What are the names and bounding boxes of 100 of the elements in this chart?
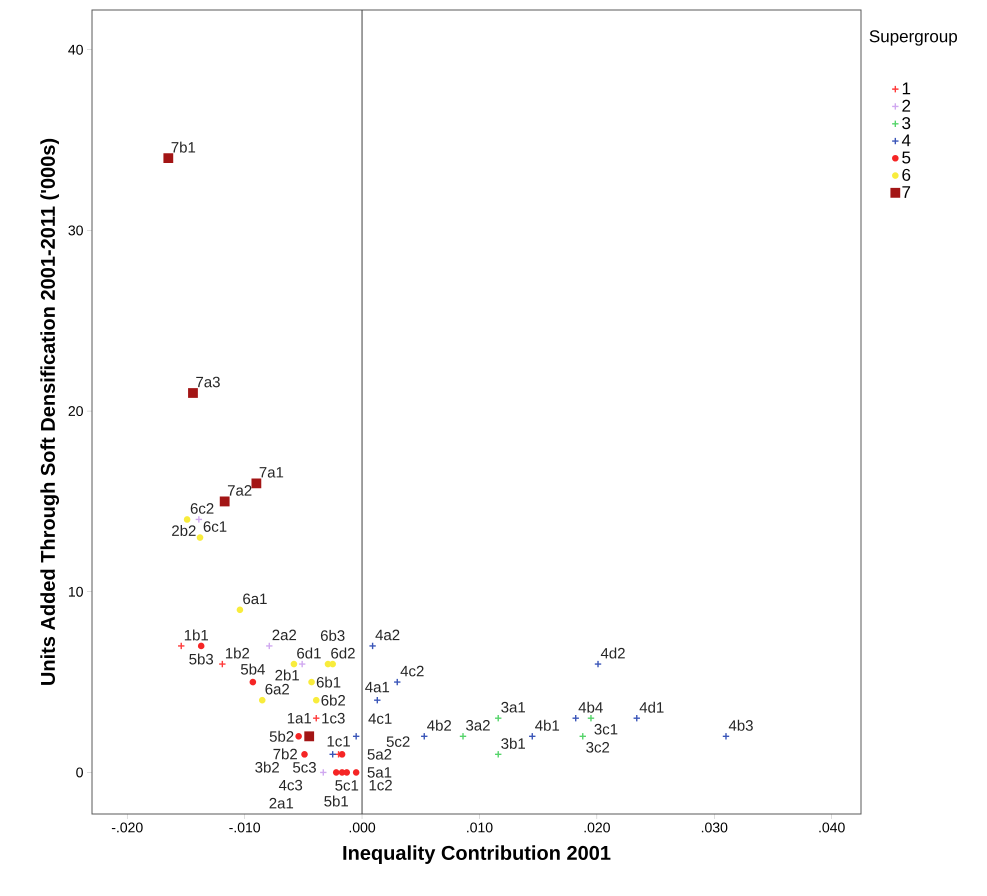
point bbox=[328, 750, 337, 758]
annotation: 7b1 bbox=[172, 142, 196, 153]
point bbox=[220, 496, 230, 506]
annotation: 6b2 bbox=[322, 694, 346, 706]
point bbox=[343, 769, 350, 776]
point bbox=[352, 732, 360, 740]
point bbox=[184, 516, 190, 523]
annotation: 4b1 bbox=[535, 720, 560, 731]
annotation: 5a1 bbox=[368, 767, 392, 778]
point bbox=[319, 768, 328, 776]
point bbox=[258, 696, 266, 704]
point bbox=[295, 732, 302, 740]
annotation: 3c2 bbox=[586, 742, 610, 753]
annotation: 6d2 bbox=[331, 648, 355, 659]
point bbox=[290, 660, 298, 668]
annotation: 4a2 bbox=[375, 630, 400, 640]
point bbox=[494, 714, 502, 722]
legend-label: 3 bbox=[902, 117, 910, 130]
point bbox=[578, 732, 587, 740]
point bbox=[373, 696, 382, 704]
legend-label: 5 bbox=[902, 152, 910, 164]
point bbox=[251, 478, 262, 488]
x-tick-label: .020 bbox=[584, 822, 610, 832]
point bbox=[587, 714, 595, 722]
point bbox=[594, 660, 602, 668]
x-tick-label: .040 bbox=[819, 822, 845, 832]
annotation: 1c1 bbox=[328, 736, 350, 747]
annotation: 6c1 bbox=[204, 521, 226, 532]
legend-label: 4 bbox=[902, 134, 910, 146]
y-tick-label: 30 bbox=[68, 225, 83, 236]
point bbox=[194, 516, 203, 524]
annotation: 3b2 bbox=[255, 762, 279, 773]
annotation: 6a2 bbox=[266, 684, 289, 694]
legend-title: Supergroup bbox=[870, 30, 957, 46]
annotation: 4b3 bbox=[728, 720, 753, 731]
annotation: 5b4 bbox=[240, 664, 265, 675]
point bbox=[420, 732, 428, 740]
legend-label: 1 bbox=[902, 82, 910, 94]
point bbox=[218, 660, 226, 668]
annotation: 3a1 bbox=[501, 702, 525, 713]
annotation: 6c2 bbox=[190, 503, 214, 514]
annotation: 3a2 bbox=[466, 720, 490, 731]
x-tick-label: -.010 bbox=[229, 822, 260, 832]
annotation: 5b2 bbox=[270, 730, 294, 742]
annotation: 2a1 bbox=[270, 798, 294, 809]
annotation: 6b3 bbox=[320, 630, 345, 641]
y-tick-label: 20 bbox=[68, 406, 83, 416]
annotation: 1a1 bbox=[288, 712, 312, 724]
annotation: 4b4 bbox=[578, 702, 603, 713]
annotation: 7a3 bbox=[196, 376, 220, 388]
annotation: 6b1 bbox=[316, 676, 340, 688]
annotation: 4d1 bbox=[640, 702, 664, 713]
annotation: 2b2 bbox=[172, 524, 196, 536]
annotation: 6a1 bbox=[243, 594, 267, 604]
annotation: 4c3 bbox=[278, 780, 302, 790]
point bbox=[198, 642, 204, 650]
y-tick-label: 10 bbox=[68, 586, 83, 597]
point bbox=[459, 732, 467, 740]
annotation: 7a2 bbox=[228, 485, 252, 496]
point bbox=[312, 714, 320, 722]
point bbox=[494, 750, 502, 758]
annotation: 4b2 bbox=[427, 720, 452, 731]
y-tick-label: 0 bbox=[76, 767, 83, 778]
annotation: 3b1 bbox=[501, 738, 525, 749]
annotation: 4c1 bbox=[368, 713, 392, 724]
annotation: 4a1 bbox=[365, 682, 390, 692]
point bbox=[368, 642, 376, 650]
annotation: 7a1 bbox=[260, 467, 284, 478]
x-tick-label: .010 bbox=[467, 822, 493, 832]
annotation: 5c3 bbox=[293, 762, 316, 773]
annotation: 6d1 bbox=[297, 648, 321, 659]
point bbox=[722, 732, 730, 740]
point bbox=[265, 642, 274, 650]
x-tick-label: .030 bbox=[702, 822, 728, 832]
legend-label: 7 bbox=[902, 186, 910, 198]
annotation: 4d2 bbox=[600, 648, 625, 659]
point bbox=[572, 714, 580, 722]
point bbox=[163, 153, 174, 164]
point bbox=[304, 731, 314, 742]
annotation: 5c2 bbox=[386, 736, 410, 747]
point bbox=[332, 769, 340, 776]
x-tick-label: -.020 bbox=[112, 822, 143, 832]
point bbox=[298, 660, 306, 668]
legend-label: 6 bbox=[902, 168, 910, 181]
point bbox=[250, 678, 256, 686]
point bbox=[338, 751, 346, 758]
annotation: 3c1 bbox=[594, 724, 618, 735]
legend-label: 2 bbox=[902, 100, 910, 112]
annotation: 2a2 bbox=[272, 630, 296, 640]
point bbox=[632, 714, 641, 722]
annotation: 1c2 bbox=[370, 780, 392, 790]
point bbox=[528, 732, 536, 740]
annotation: 5c1 bbox=[335, 780, 358, 791]
point bbox=[236, 606, 244, 614]
point bbox=[352, 769, 360, 776]
point bbox=[301, 751, 308, 758]
annotation: 5a2 bbox=[368, 749, 392, 760]
annotation: 1b1 bbox=[184, 629, 208, 640]
annotation: 5b1 bbox=[324, 796, 348, 807]
y-axis-title: Units Added Through Soft Densification 2001-2011 ('000s) bbox=[40, 138, 60, 685]
